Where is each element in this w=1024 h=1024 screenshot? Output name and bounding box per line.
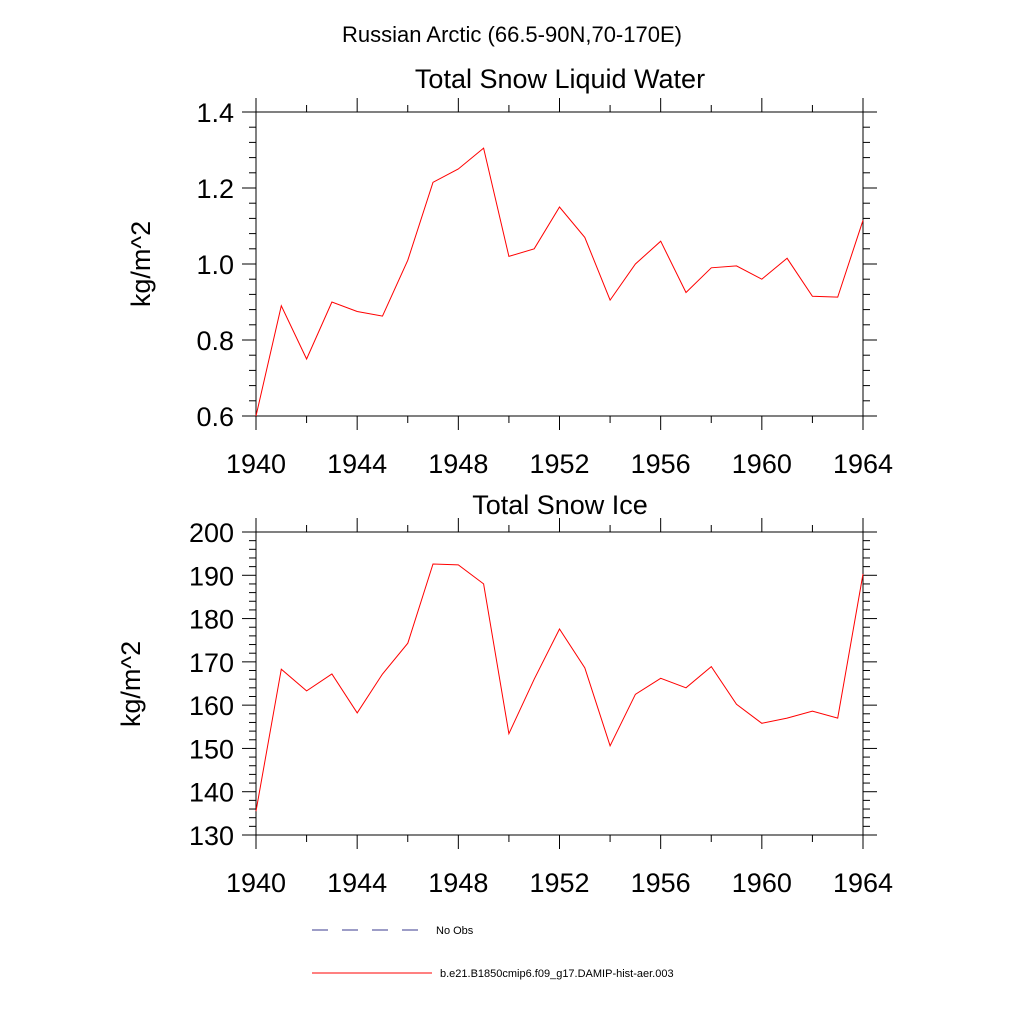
y-tick-label: 170 — [189, 648, 234, 678]
y-tick-label: 160 — [189, 691, 234, 721]
plot-frame-snow-ice — [255, 531, 864, 836]
legend-label-model: b.e21.B1850cmip6.f09_g17.DAMIP-hist-aer.… — [440, 968, 674, 980]
y-axis-label-snow-ice: kg/m^2 — [116, 641, 146, 727]
x-tick-label: 1948 — [428, 449, 488, 479]
x-tick-label: 1952 — [529, 868, 589, 898]
y-tick-label: 0.8 — [196, 326, 234, 356]
y-tick-label: 130 — [189, 821, 234, 851]
plot-frame-liquid-water — [255, 111, 864, 417]
y-axis-label-liquid-water: kg/m^2 — [126, 221, 156, 307]
snow-ice-panel: Total Snow Ice kg/m^2 1940 1944 1948 1952 19… — [116, 490, 893, 898]
y-tick-label: 140 — [189, 778, 234, 808]
x-tick-label: 1948 — [428, 868, 488, 898]
y-tick-label: 1.0 — [196, 250, 234, 280]
y-tick-label: 1.2 — [196, 174, 234, 204]
x-tick-label: 1940 — [226, 449, 286, 479]
y-tick-label: 1.4 — [196, 98, 234, 128]
series-line-liquid-water — [255, 147, 864, 417]
x-tick-label: 1956 — [631, 449, 691, 479]
legend-label-no-obs: No Obs — [436, 925, 474, 937]
x-tick-label: 1960 — [732, 449, 792, 479]
legend: No Obs b.e21.B1850cmip6.f09_g17.DAMIP-hi… — [312, 925, 674, 980]
x-tick-label: 1952 — [529, 449, 589, 479]
series-line-snow-ice — [255, 563, 864, 812]
y-tick-label: 190 — [189, 561, 234, 591]
x-tick-label: 1940 — [226, 868, 286, 898]
y-tick-label: 180 — [189, 605, 234, 635]
figure-title: Russian Arctic (66.5-90N,70-170E) — [342, 22, 682, 47]
x-tick-label: 1964 — [833, 449, 893, 479]
y-tick-label: 0.6 — [196, 402, 234, 432]
y-tick-label: 150 — [189, 734, 234, 764]
liquid-water-panel: Total Snow Liquid Water kg/m^2 1940 1944 1… — [126, 64, 893, 479]
panel-title-liquid-water: Total Snow Liquid Water — [415, 64, 705, 94]
x-tick-label: 1960 — [732, 868, 792, 898]
x-tick-label: 1944 — [327, 449, 387, 479]
x-tick-label: 1944 — [327, 868, 387, 898]
panel-title-snow-ice: Total Snow Ice — [472, 490, 648, 520]
y-tick-label: 200 — [189, 518, 234, 548]
x-tick-label: 1956 — [631, 868, 691, 898]
x-tick-label: 1964 — [833, 868, 893, 898]
